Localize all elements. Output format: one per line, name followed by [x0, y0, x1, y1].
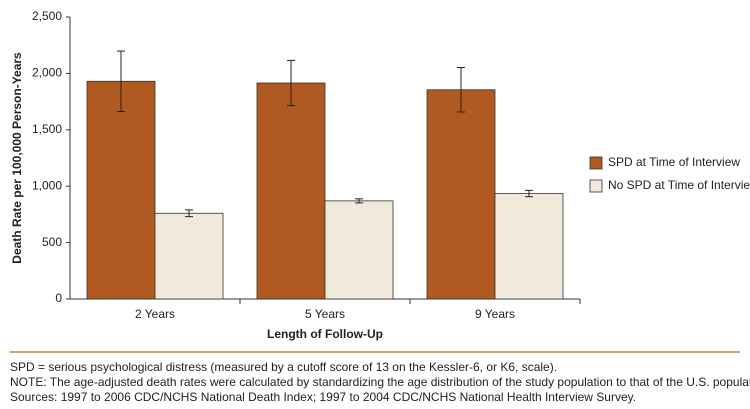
- bar: [494, 193, 564, 300]
- y-tick-label: 1,500: [32, 122, 62, 136]
- bar: [86, 80, 156, 300]
- legend-label: No SPD at Time of Interview: [608, 178, 750, 192]
- note: Sources: 1997 to 2006 CDC/NCHS National …: [10, 390, 636, 404]
- y-tick-label: 0: [55, 291, 62, 305]
- error-bar: [287, 59, 295, 107]
- y-tick-label: 2,000: [32, 66, 62, 80]
- error-bar: [525, 189, 533, 198]
- bar: [154, 212, 224, 300]
- x-axis-title: Length of Follow-Up: [267, 327, 383, 341]
- y-tick-label: 2,500: [32, 9, 62, 23]
- legend-swatch: [589, 156, 603, 170]
- error-bar: [185, 209, 193, 218]
- bar: [256, 82, 326, 300]
- error-bar: [117, 50, 125, 113]
- bar: [324, 200, 394, 300]
- bar: [426, 89, 496, 300]
- legend-label: SPD at Time of Interview: [608, 155, 740, 169]
- y-axis-title: Death Rate per 100,000 Person-Years: [10, 52, 24, 264]
- y-tick-label: 500: [42, 235, 62, 249]
- legend-swatch: [589, 179, 603, 193]
- note: NOTE: The age-adjusted death rates were …: [10, 375, 750, 389]
- x-tick-label: 9 Years: [475, 307, 515, 321]
- y-tick-label: 1,000: [32, 178, 62, 192]
- error-bar: [355, 198, 363, 204]
- note: SPD = serious psychological distress (me…: [10, 360, 557, 374]
- x-tick-label: 2 Years: [135, 307, 175, 321]
- error-bar: [457, 67, 465, 113]
- x-tick-label: 5 Years: [305, 307, 345, 321]
